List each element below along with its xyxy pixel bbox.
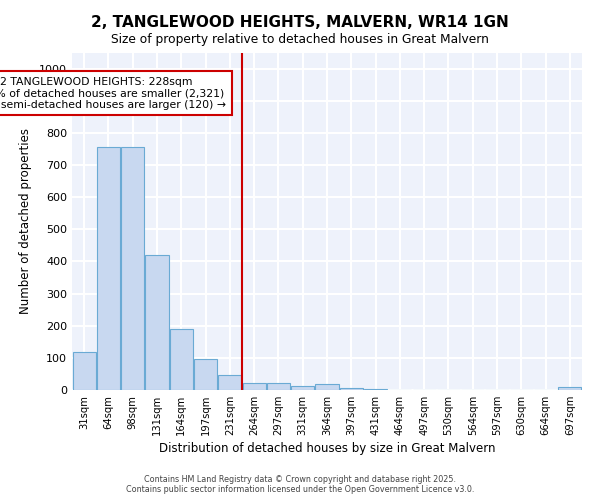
Bar bbox=[291, 386, 314, 390]
Bar bbox=[559, 388, 581, 390]
Bar bbox=[170, 329, 193, 390]
Bar bbox=[267, 382, 290, 390]
Text: Contains HM Land Registry data © Crown copyright and database right 2025.
Contai: Contains HM Land Registry data © Crown c… bbox=[126, 474, 474, 494]
Text: Size of property relative to detached houses in Great Malvern: Size of property relative to detached ho… bbox=[111, 32, 489, 46]
Bar bbox=[121, 146, 144, 390]
Text: 2 TANGLEWOOD HEIGHTS: 228sqm
← 95% of detached houses are smaller (2,321)
5% of : 2 TANGLEWOOD HEIGHTS: 228sqm ← 95% of de… bbox=[0, 76, 226, 110]
Text: 2, TANGLEWOOD HEIGHTS, MALVERN, WR14 1GN: 2, TANGLEWOOD HEIGHTS, MALVERN, WR14 1GN bbox=[91, 15, 509, 30]
Bar bbox=[218, 374, 241, 390]
Bar bbox=[242, 383, 266, 390]
Bar bbox=[194, 358, 217, 390]
Bar bbox=[316, 384, 338, 390]
X-axis label: Distribution of detached houses by size in Great Malvern: Distribution of detached houses by size … bbox=[159, 442, 495, 455]
Y-axis label: Number of detached properties: Number of detached properties bbox=[19, 128, 32, 314]
Bar bbox=[73, 352, 95, 390]
Bar bbox=[340, 388, 363, 390]
Bar bbox=[97, 146, 120, 390]
Bar bbox=[145, 255, 169, 390]
